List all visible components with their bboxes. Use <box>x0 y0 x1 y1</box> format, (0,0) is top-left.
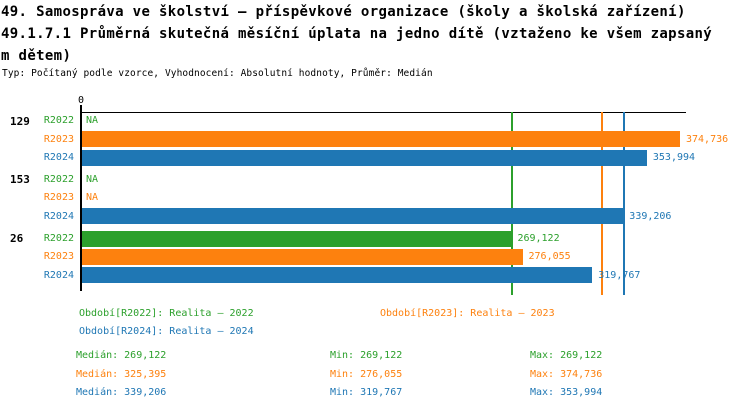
legend-item-r2023: Období[R2023]: Realita – 2023 <box>380 308 555 319</box>
series-row-label-r2022-26: R2022 <box>43 232 74 244</box>
series-row-label-r2023-153: R2023 <box>43 192 74 204</box>
stat-min-r2024: Min: 319,767 <box>330 387 403 398</box>
bar-value-label-r2024-153: 339,206 <box>629 210 672 222</box>
series-row-label-r2023-129: R2023 <box>43 133 74 145</box>
x-axis-zero-label: 0 <box>77 95 85 106</box>
legend-item-r2024: Období[R2024]: Realita – 2024 <box>79 326 254 338</box>
series-row-label-r2024-129: R2024 <box>43 152 74 163</box>
stat-median-r2022: Medián: 269,122 <box>76 350 167 361</box>
group-label-129: 129 <box>10 114 30 128</box>
bar-r2024-153 <box>82 208 624 225</box>
group-label-26: 26 <box>10 232 24 246</box>
report-meta-line: Typ: Počítaný podle vzorce, Vyhodnocení:… <box>2 68 433 79</box>
y-axis-line <box>80 112 82 291</box>
bar-r2024-129 <box>82 149 647 166</box>
legend-item-r2022: Období[R2022]: Realita – 2022 <box>79 308 254 319</box>
na-label-r2022-153: NA <box>86 173 99 185</box>
report-title-line2: 49.1.7.1 Průměrná skutečná měsíční úplat… <box>1 26 713 42</box>
bar-r2023-129 <box>82 131 680 148</box>
series-row-label-r2022-153: R2022 <box>43 173 74 185</box>
bar-value-label-r2023-129: 374,736 <box>686 133 729 145</box>
stat-median-r2023: Medián: 325,395 <box>76 368 167 380</box>
bar-value-label-r2024-129: 353,994 <box>652 152 696 163</box>
group-label-153: 153 <box>10 173 30 187</box>
report-title-line3: m dětem) <box>1 48 72 64</box>
report-title-line1: 49. Samospráva ve školství – příspěvkové… <box>1 4 686 20</box>
bar-r2024-26 <box>82 267 593 284</box>
series-row-label-r2023-26: R2023 <box>43 251 74 263</box>
bar-value-label-r2022-26: 269,122 <box>517 232 560 244</box>
stat-max-r2022: Max: 269,122 <box>530 350 603 361</box>
bar-r2022-26 <box>82 230 512 247</box>
bar-value-label-r2024-26: 319,767 <box>598 269 641 281</box>
bar-value-label-r2023-26: 276,055 <box>528 251 571 263</box>
series-row-label-r2024-153: R2024 <box>43 210 74 222</box>
stat-max-r2023: Max: 374,736 <box>530 368 603 380</box>
median-line-r2022 <box>511 112 513 295</box>
series-row-label-r2022-129: R2022 <box>43 115 74 127</box>
stat-min-r2022: Min: 269,122 <box>330 350 403 361</box>
median-line-r2023 <box>601 112 603 295</box>
median-line-r2024 <box>623 112 625 295</box>
stat-max-r2024: Max: 353,994 <box>530 387 603 398</box>
stat-median-r2024: Medián: 339,206 <box>76 387 167 398</box>
series-row-label-r2024-26: R2024 <box>43 269 74 281</box>
x-axis-line <box>80 112 686 113</box>
stat-min-r2023: Min: 276,055 <box>330 368 403 380</box>
na-label-r2023-153: NA <box>86 192 99 204</box>
na-label-r2022-129: NA <box>86 115 99 127</box>
bar-r2023-26 <box>82 248 523 265</box>
x-axis-tick <box>80 105 82 112</box>
